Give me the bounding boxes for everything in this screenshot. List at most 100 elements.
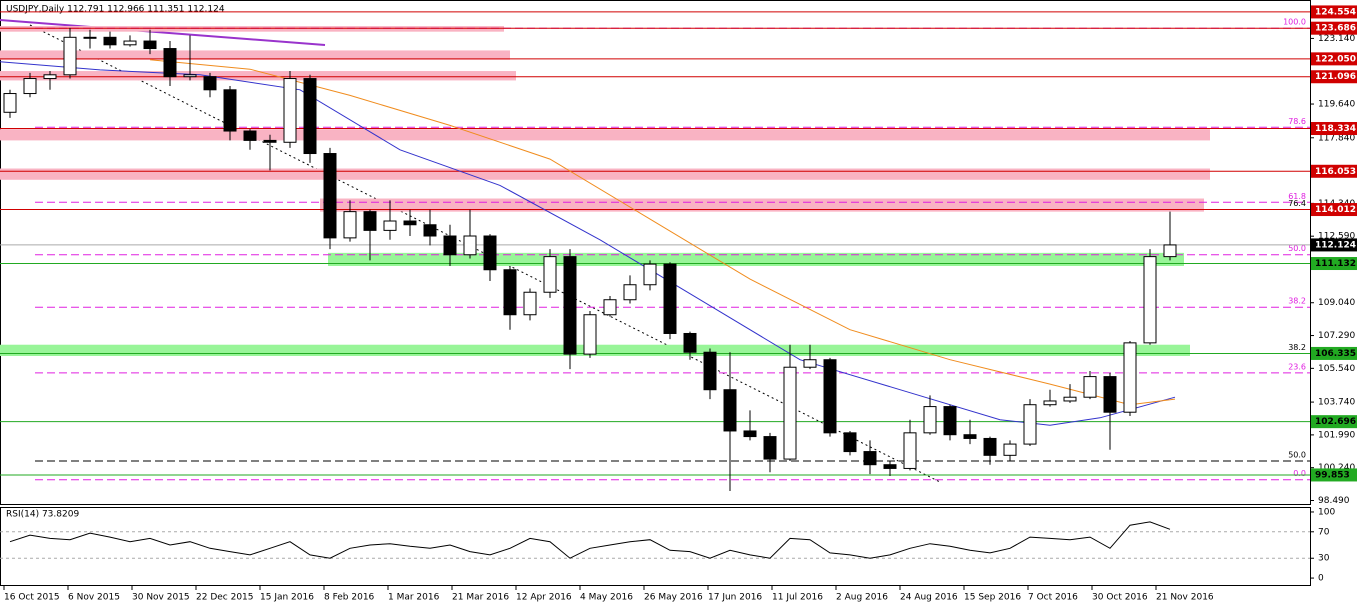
x-tick-label: 26 May 2016 <box>644 593 703 603</box>
x-tick-label: 30 Nov 2015 <box>132 593 190 603</box>
x-tick-label: 2 Aug 2016 <box>836 593 888 603</box>
candle-body <box>123 40 137 46</box>
y-tick-label: 112.590 <box>1318 232 1355 242</box>
candle-body <box>763 436 777 460</box>
candle-body <box>663 263 677 334</box>
y-tick-label: 119.640 <box>1318 100 1355 110</box>
rsi-tick-label: 0 <box>1318 574 1324 584</box>
level-label: 114.012 <box>1315 205 1356 215</box>
level-box <box>1311 21 1357 35</box>
x-tick-label: 21 Nov 2016 <box>1156 593 1214 603</box>
fib-label: 78.6 <box>1288 117 1306 126</box>
price-panel <box>0 0 1311 505</box>
candle-body <box>1123 342 1137 413</box>
candle-body <box>983 437 997 456</box>
y-tick-label: 107.290 <box>1318 331 1355 341</box>
candle-body <box>523 291 537 316</box>
level-box <box>1311 346 1357 360</box>
level-box <box>1311 5 1357 19</box>
candle-body <box>803 359 817 368</box>
fib-label: 50.0 <box>1288 450 1306 459</box>
y-tick-label: 117.840 <box>1318 133 1355 143</box>
y-tick-label: 101.990 <box>1318 430 1355 440</box>
level-label: 112.124 <box>1315 240 1356 250</box>
candle-body <box>683 332 697 353</box>
candle-body <box>1063 396 1077 402</box>
candle-body <box>23 78 37 95</box>
candle-body <box>483 235 497 271</box>
fib-label: 50.0 <box>1288 244 1306 253</box>
rsi-panel <box>0 507 1311 586</box>
candle-body <box>263 139 277 143</box>
trend-line <box>0 19 326 46</box>
level-box <box>1311 122 1357 136</box>
candle-body <box>863 451 877 466</box>
level-box <box>1311 70 1357 84</box>
candle-body <box>603 299 617 316</box>
candle-body <box>1003 443 1017 456</box>
candle-body <box>63 36 77 76</box>
level-box <box>1311 468 1357 482</box>
moving-average <box>149 59 1176 406</box>
x-tick-label: 11 Jul 2016 <box>772 593 823 603</box>
level-label: 102.696 <box>1315 417 1356 427</box>
level-box <box>1311 203 1357 217</box>
candle-body <box>103 36 117 46</box>
level-box <box>1311 238 1357 252</box>
candle-body <box>723 389 737 432</box>
x-tick-label: 16 Oct 2015 <box>4 593 60 603</box>
candle-body <box>163 48 177 78</box>
candle-body <box>583 314 597 355</box>
candle-body <box>843 432 857 453</box>
zone <box>0 71 516 81</box>
level-box <box>1311 164 1357 178</box>
candle-body <box>443 235 457 256</box>
candle-body <box>543 256 557 293</box>
candle-body <box>423 224 437 237</box>
candle-body <box>703 351 717 391</box>
level-label: 124.554 <box>1315 7 1356 17</box>
candle-body <box>1163 244 1177 258</box>
candle-body <box>883 464 897 469</box>
candle-body <box>343 211 357 239</box>
candle-body <box>403 220 417 226</box>
x-tick-label: 15 Jan 2016 <box>260 593 314 603</box>
zone <box>0 26 504 32</box>
zone <box>328 252 1184 266</box>
fib-label: 76.4 <box>1288 199 1306 208</box>
x-tick-label: 1 Mar 2016 <box>388 593 440 603</box>
y-tick-label: 123.140 <box>1318 34 1355 44</box>
x-tick-label: 15 Sep 2016 <box>964 593 1021 603</box>
rsi-line <box>9 521 1171 559</box>
rsi-label: RSI(14) 73.8209 <box>6 510 79 520</box>
fib-label: 0.0 <box>1293 469 1306 478</box>
level-label: 99.853 <box>1315 470 1350 480</box>
candle-body <box>643 263 657 286</box>
candle-body <box>963 434 977 439</box>
fib-label: 38.2 <box>1288 297 1306 306</box>
x-tick-label: 17 Jun 2016 <box>708 593 762 603</box>
candle-body <box>43 74 57 80</box>
y-tick-label: 98.490 <box>1318 496 1350 506</box>
candle-body <box>83 36 97 39</box>
candle-body <box>303 78 317 155</box>
level-label: 111.132 <box>1315 259 1356 269</box>
candle-body <box>623 284 637 301</box>
candle-body <box>943 406 957 436</box>
level-label: 122.050 <box>1315 54 1356 64</box>
candle-body <box>923 406 937 434</box>
x-tick-label: 6 Nov 2015 <box>68 593 120 603</box>
candle-body <box>463 235 477 256</box>
candle-body <box>743 430 757 438</box>
fib-label: 61.8 <box>1288 192 1306 201</box>
candle-body <box>1143 256 1157 344</box>
candle-body <box>1043 400 1057 406</box>
candle-body <box>823 359 837 434</box>
candle-body <box>223 89 237 132</box>
rsi-tick-label: 30 <box>1318 554 1330 564</box>
candle-body <box>1083 376 1097 398</box>
candle-body <box>1023 404 1037 445</box>
zone <box>0 50 510 60</box>
level-box <box>1311 415 1357 429</box>
